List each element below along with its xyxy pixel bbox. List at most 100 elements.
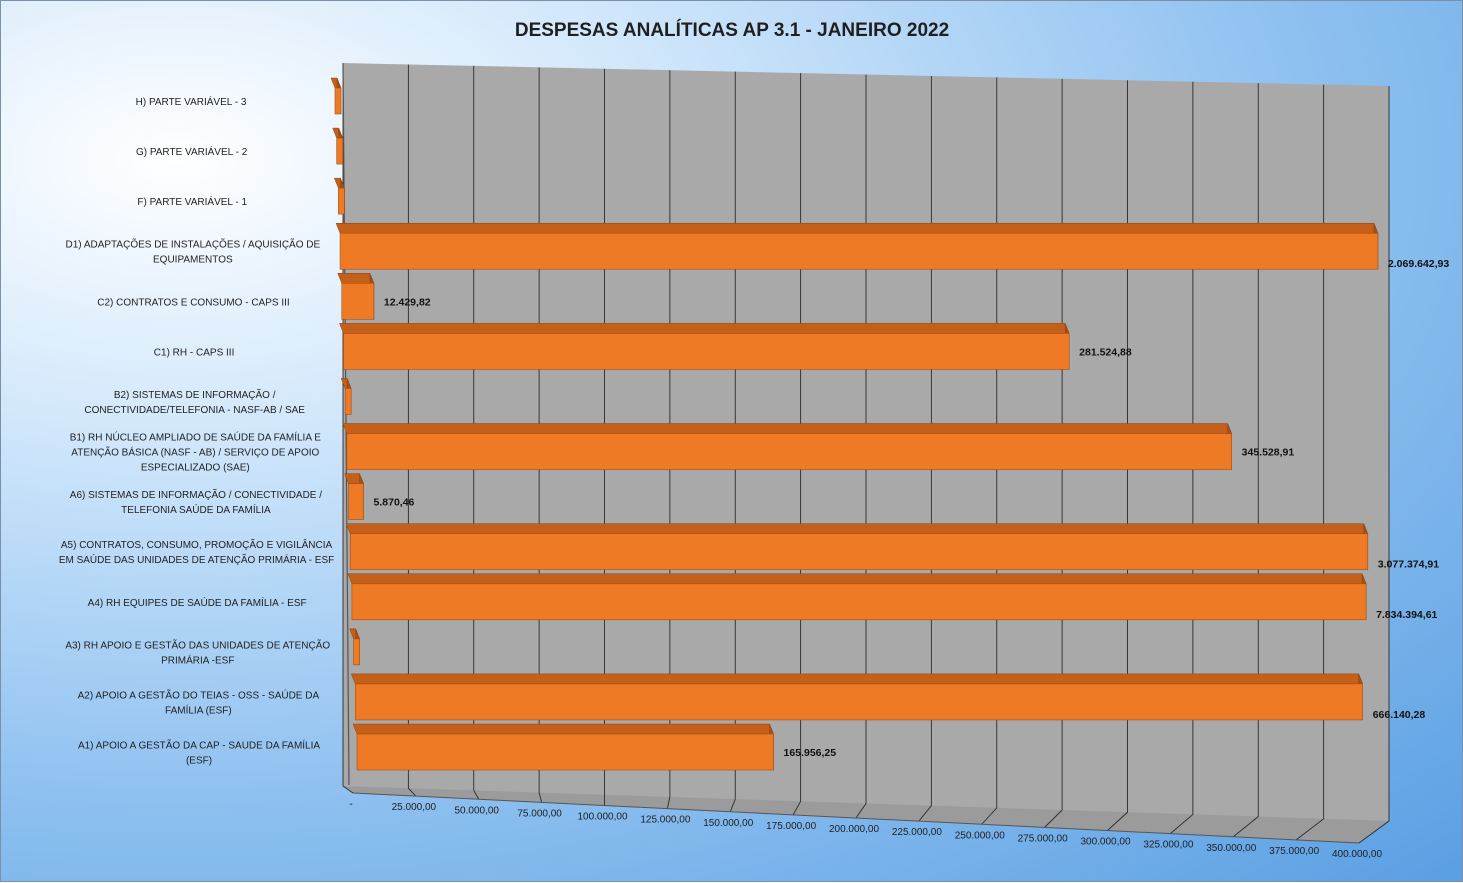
category-label: F) PARTE VARIÁVEL - 1	[137, 195, 247, 208]
bar-front-face	[349, 533, 1369, 570]
x-tick-label: 175.000,00	[766, 821, 816, 832]
bar-top-face	[350, 673, 1364, 685]
x-tick-label: 300.000,00	[1080, 837, 1130, 848]
data-label: 165.956,25	[784, 747, 837, 759]
category-label: A1) APOIO A GESTÃO DA CAP - SAUDE DA FAM…	[78, 739, 320, 767]
bar-front-face	[353, 638, 360, 666]
x-tick-label: 325.000,00	[1143, 840, 1193, 851]
gridline	[855, 74, 867, 819]
bar-front-face	[351, 583, 1367, 621]
data-label: 2.069.642,93	[1388, 258, 1449, 270]
x-tick-label: 350.000,00	[1206, 843, 1256, 854]
bars	[330, 77, 1379, 771]
bar-top-face	[347, 573, 1367, 585]
gridline	[1044, 78, 1063, 828]
category-label: A6) SISTEMAS DE INFORMAÇÃO / CONECTIVIDA…	[70, 488, 322, 516]
bar-top-face	[335, 222, 1379, 234]
gridline	[666, 70, 671, 809]
x-tick-label: 25.000,00	[392, 802, 437, 813]
bar	[352, 723, 774, 771]
gridline	[473, 65, 480, 800]
category-label: B1) RH NÚCLEO AMPLIADO DE SAÚDE DA FAMÍL…	[70, 431, 322, 474]
category-label: C2) CONTRATOS E CONSUMO - CAPS III	[97, 297, 289, 308]
bar-top-face	[342, 423, 1233, 434]
bar-front-face	[355, 683, 1363, 721]
bar-front-face	[346, 433, 1232, 470]
x-tick-label: 250.000,00	[955, 830, 1005, 841]
gridline	[918, 75, 932, 822]
gridline	[1232, 83, 1259, 838]
bar	[344, 473, 364, 520]
category-label: G) PARTE VARIÁVEL - 2	[136, 145, 248, 158]
bar	[339, 323, 1070, 370]
x-tick-label: 100.000,00	[577, 812, 627, 823]
gridline	[1358, 86, 1390, 844]
category-label: A4) RH EQUIPES DE SAÚDE DA FAMÍLIA - ESF	[88, 596, 307, 609]
bar-front-face	[338, 187, 345, 215]
x-tick-label: 375.000,00	[1269, 846, 1319, 857]
category-label: A2) APOIO A GESTÃO DO TEIAS - OSS - SAÚD…	[78, 688, 320, 716]
gridline	[792, 73, 802, 816]
bar	[350, 673, 1364, 721]
bar	[342, 423, 1233, 470]
gridline	[981, 77, 998, 825]
x-tick-label: 225.000,00	[892, 827, 942, 838]
bar	[334, 177, 345, 215]
gridline	[1107, 80, 1128, 831]
gridline	[1170, 81, 1194, 834]
category-label: C1) RH - CAPS III	[154, 347, 235, 358]
category-label: D1) ADAPTAÇÕES DE INSTALAÇÕES / AQUISIÇÃ…	[65, 238, 320, 266]
x-tick-label: 50.000,00	[455, 805, 500, 816]
category-label: A5) CONTRATOS, CONSUMO, PROMOÇÃO E VIGIL…	[59, 538, 334, 566]
gridline	[407, 64, 417, 797]
data-labels: 2.069.642,93 12.429,82 281.524,88 345.528,9…	[374, 258, 1450, 759]
x-axis-line	[352, 792, 1360, 844]
data-label: 7.834.394,61	[1376, 609, 1437, 621]
bar-front-face	[334, 87, 342, 115]
x-tick-label: -	[349, 799, 352, 810]
bar	[349, 628, 360, 666]
bar-front-face	[348, 483, 364, 520]
data-label: 12.429,82	[384, 296, 431, 308]
bar-front-face	[339, 232, 1379, 270]
category-label: B2) SISTEMAS DE INFORMAÇÃO / CONECTIVIDAD…	[84, 388, 305, 416]
bar	[330, 77, 342, 115]
bar	[335, 222, 1379, 270]
data-label: 5.870,46	[374, 497, 415, 509]
data-label: 666.140,28	[1373, 709, 1426, 721]
bar	[347, 573, 1367, 621]
bar	[340, 378, 352, 415]
bar-top-face	[337, 273, 375, 284]
data-label: 3.077.374,91	[1378, 559, 1439, 571]
bar-front-face	[336, 137, 343, 165]
data-label: 345.528,91	[1242, 447, 1295, 459]
chart-title: DESPESAS ANALÍTICAS AP 3.1 - JANEIRO 202…	[515, 19, 949, 41]
x-tick-label: 275.000,00	[1018, 833, 1068, 844]
x-tick-label: 200.000,00	[829, 824, 879, 835]
bar-front-face	[343, 333, 1070, 370]
x-tick-label: 400.000,00	[1332, 849, 1382, 860]
category-label: A3) RH APOIO E GESTÃO DAS UNIDADES DE AT…	[65, 638, 330, 666]
gridline	[729, 71, 736, 812]
x-tick-label: 75.000,00	[517, 808, 562, 819]
bar	[337, 273, 375, 320]
bar-top-face	[352, 723, 774, 735]
x-tick-label: 125.000,00	[640, 815, 690, 826]
bar-top-face	[339, 323, 1070, 334]
x-tick-label: 150.000,00	[703, 818, 753, 829]
bar-front-face	[344, 388, 352, 415]
gridline	[538, 67, 543, 803]
bar-front-face	[356, 733, 774, 771]
data-label: 281.524,88	[1079, 346, 1132, 358]
gridline	[1295, 84, 1325, 841]
bar-top-face	[345, 523, 1369, 534]
gridlines	[342, 63, 1390, 844]
bar	[332, 127, 344, 165]
x-tick-labels: - 25.000,00 50.000,00 75.000,00 100.000,00 12…	[349, 799, 1382, 860]
category-labels: H) PARTE VARIÁVEL - 3 G) PARTE VARIÁVEL -…	[59, 95, 334, 767]
category-label: H) PARTE VARIÁVEL - 3	[136, 95, 247, 108]
bar	[345, 523, 1369, 570]
bar-front-face	[341, 283, 375, 320]
